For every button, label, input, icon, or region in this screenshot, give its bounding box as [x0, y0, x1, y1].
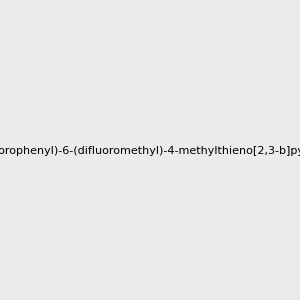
Text: 3-amino-N-(2,4-dichlorophenyl)-6-(difluoromethyl)-4-methylthieno[2,3-b]pyridine-: 3-amino-N-(2,4-dichlorophenyl)-6-(difluo… [0, 146, 300, 157]
